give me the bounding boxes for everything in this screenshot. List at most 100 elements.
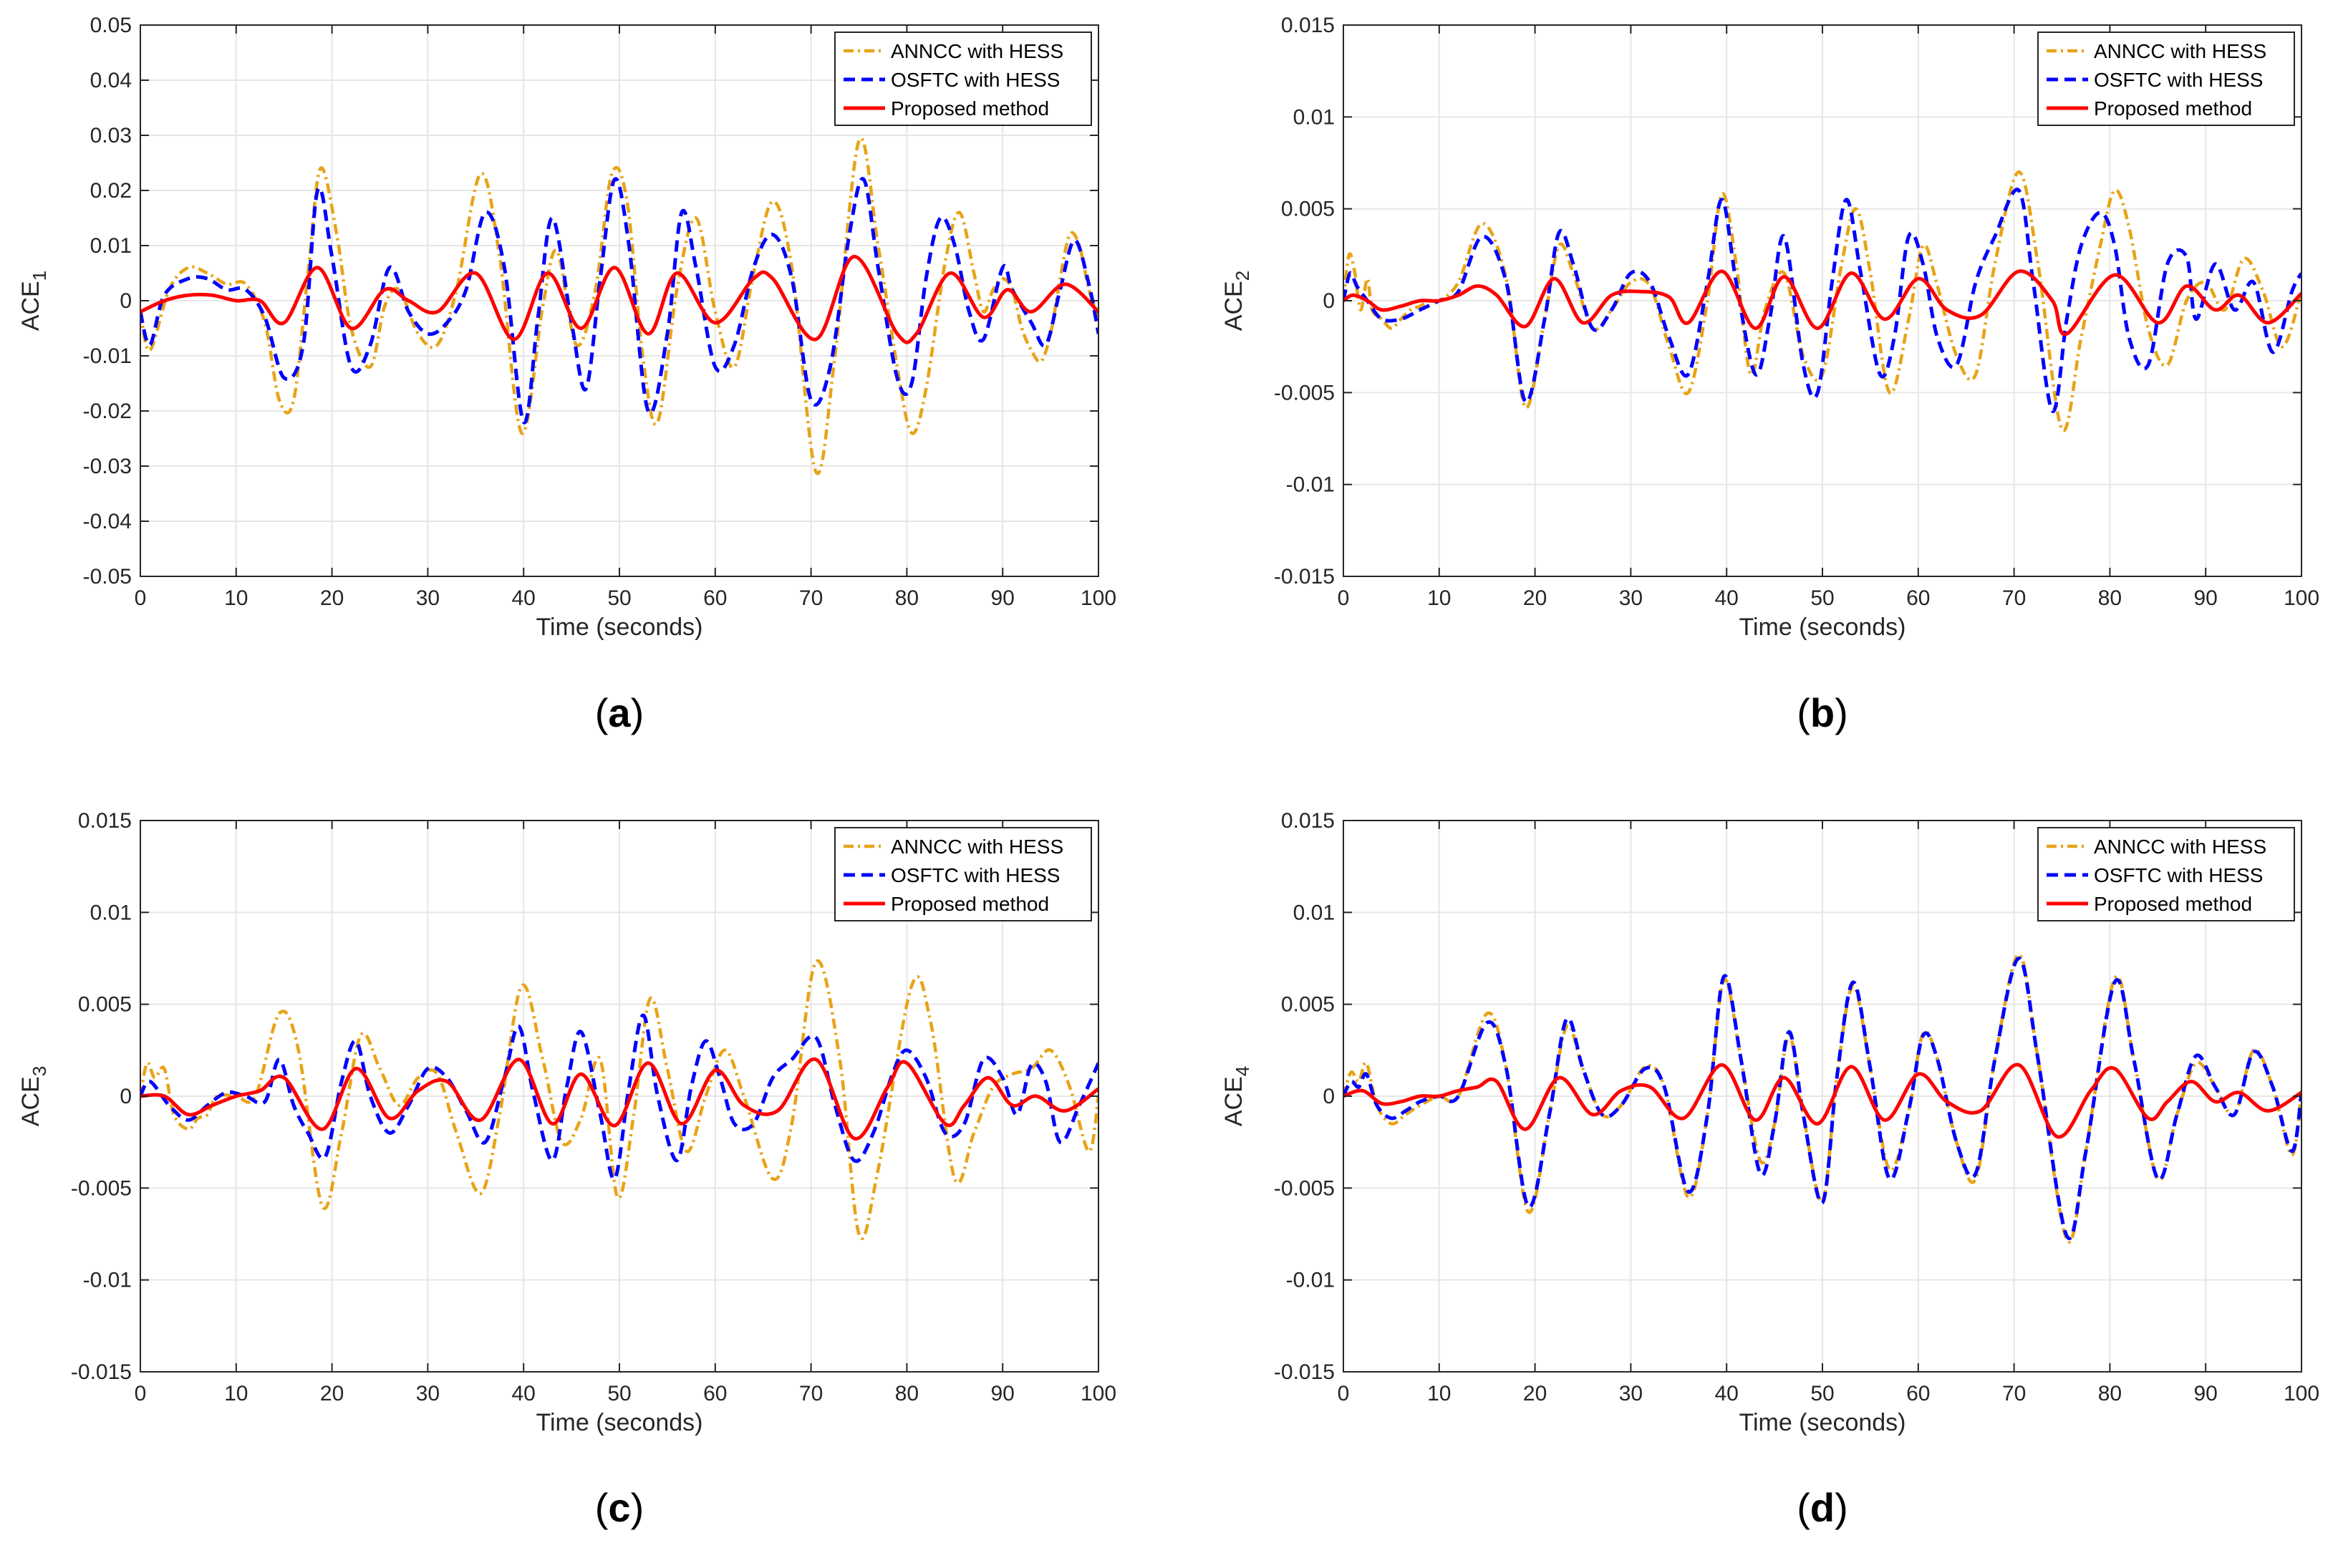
y-tick-label: 0.01 (1293, 901, 1335, 924)
y-tick-label: -0.015 (1274, 1360, 1335, 1384)
y-tick-label: -0.005 (71, 1176, 132, 1200)
x-tick-label: 0 (135, 586, 147, 610)
x-tick-label: 10 (1427, 1382, 1451, 1405)
legend-label: Proposed method (891, 893, 1049, 915)
x-tick-label: 0 (1338, 586, 1350, 610)
y-axis-label-main: ACE (17, 281, 44, 331)
series-line-osftc-with-hess (1343, 957, 2301, 1240)
x-tick-label: 100 (1081, 586, 1116, 610)
x-tick-label: 40 (512, 586, 536, 610)
x-tick-label: 80 (895, 586, 919, 610)
x-tick-label: 20 (320, 586, 344, 610)
x-tick-label: 80 (895, 1382, 919, 1405)
y-tick-label: -0.01 (83, 1269, 132, 1292)
x-tick-label: 80 (2098, 1382, 2122, 1405)
y-tick-label: -0.005 (1274, 381, 1335, 405)
y-tick-label: 0.01 (90, 234, 132, 258)
x-tick-label: 40 (512, 1382, 536, 1405)
x-tick-label: 20 (320, 1382, 344, 1405)
y-tick-label: 0.02 (90, 179, 132, 203)
legend: ANNCC with HESS OSFTC with HESS Proposed m… (834, 827, 1092, 921)
chart-panel-3: 0 10 20 30 40 50 60 70 80 90 100-0.015-0.01-0.0050… (17, 809, 1116, 1530)
x-tick-label: 100 (2284, 1382, 2319, 1405)
y-tick-label: 0.015 (1281, 809, 1335, 833)
y-tick-label: 0.01 (1293, 105, 1335, 129)
legend: ANNCC with HESS OSFTC with HESS Proposed m… (2037, 827, 2295, 921)
series-line-osftc-with-hess (140, 1013, 1098, 1181)
x-tick-label: 60 (703, 1382, 727, 1405)
legend-label: ANNCC with HESS (2094, 40, 2266, 62)
y-tick-label: 0.05 (90, 14, 132, 37)
x-tick-label: 90 (991, 1382, 1015, 1405)
y-tick-label: 0.015 (78, 809, 132, 833)
y-tick-label: -0.02 (83, 400, 132, 423)
series-line-osftc-with-hess (1343, 188, 2301, 413)
x-axis-label: Time (seconds) (1739, 614, 1905, 641)
x-tick-label: 50 (607, 1382, 631, 1405)
y-axis-label-main: ACE (1220, 281, 1247, 331)
y-tick-label: -0.04 (83, 510, 132, 533)
series-line-proposed-method (140, 254, 1098, 344)
y-tick-label: -0.05 (83, 565, 132, 589)
legend-label: ANNCC with HESS (891, 836, 1063, 858)
x-tick-label: 90 (2194, 1382, 2218, 1405)
y-tick-label: -0.01 (83, 344, 132, 368)
x-tick-label: 40 (1715, 586, 1739, 610)
series-group (140, 959, 1098, 1240)
chart-panel-1: 0 10 20 30 40 50 60 70 80 90 100-0.05-0.04-0.03-0.… (17, 14, 1116, 735)
legend: ANNCC with HESS OSFTC with HESS Proposed m… (834, 32, 1092, 126)
y-tick-label: 0 (1323, 289, 1335, 313)
series-group (140, 137, 1098, 475)
y-tick-label: -0.01 (1286, 1269, 1335, 1292)
x-axis-label: Time (seconds) (536, 1409, 702, 1436)
x-tick-label: 10 (1427, 586, 1451, 610)
y-tick-label: 0 (120, 289, 132, 313)
chart-panel-4: 0 10 20 30 40 50 60 70 80 90 100-0.015-0.01-0.0050… (1220, 809, 2319, 1530)
y-tick-label: 0 (120, 1085, 132, 1108)
y-tick-label: -0.03 (83, 455, 132, 478)
x-tick-label: 30 (416, 586, 440, 610)
y-tick-label: 0.005 (78, 993, 132, 1017)
panel-caption: (d) (1797, 1485, 1848, 1530)
y-axis-label-subscript: 4 (1232, 1066, 1253, 1076)
legend-label: Proposed method (2094, 893, 2252, 915)
legend-label: OSFTC with HESS (2094, 864, 2263, 886)
x-tick-label: 100 (2284, 586, 2319, 610)
x-tick-label: 90 (991, 586, 1015, 610)
x-tick-label: 70 (2002, 586, 2026, 610)
x-tick-label: 50 (607, 586, 631, 610)
series-line-proposed-method (1343, 269, 2301, 337)
panel-caption: (b) (1797, 690, 1848, 735)
y-tick-label: -0.015 (71, 1360, 132, 1384)
x-tick-label: 70 (2002, 1382, 2026, 1405)
x-tick-label: 30 (416, 1382, 440, 1405)
x-tick-label: 50 (1810, 1382, 1834, 1405)
y-axis-label: ACE2 (1220, 271, 1253, 331)
x-tick-label: 70 (799, 586, 823, 610)
legend-label: Proposed method (2094, 97, 2252, 120)
series-line-proposed-method (140, 1058, 1098, 1141)
y-axis-label-subscript: 2 (1232, 271, 1253, 281)
y-tick-label: 0.01 (90, 901, 132, 924)
series-line-osftc-with-hess (140, 177, 1098, 425)
x-tick-label: 90 (2194, 586, 2218, 610)
legend-label: OSFTC with HESS (2094, 69, 2263, 91)
series-line-proposed-method (1343, 1063, 2301, 1139)
x-tick-label: 0 (1338, 1382, 1350, 1405)
chart-panel-2: 0 10 20 30 40 50 60 70 80 90 100-0.015-0.01-0.0050… (1220, 14, 2319, 735)
x-axis-label: Time (seconds) (536, 614, 702, 641)
y-tick-label: 0.005 (1281, 198, 1335, 221)
y-axis-label-main: ACE (1220, 1076, 1247, 1126)
x-tick-label: 30 (1619, 1382, 1643, 1405)
y-tick-label: -0.01 (1286, 473, 1335, 497)
legend-label: ANNCC with HESS (2094, 836, 2266, 858)
series-group (1343, 953, 2301, 1244)
panel-caption: (a) (595, 690, 644, 735)
x-tick-label: 60 (1906, 586, 1930, 610)
y-axis-label-subscript: 1 (29, 271, 50, 281)
x-axis-label: Time (seconds) (1739, 1409, 1905, 1436)
series-line-anncc-with-hess (140, 959, 1098, 1240)
x-tick-label: 80 (2098, 586, 2122, 610)
y-tick-label: -0.015 (1274, 565, 1335, 589)
